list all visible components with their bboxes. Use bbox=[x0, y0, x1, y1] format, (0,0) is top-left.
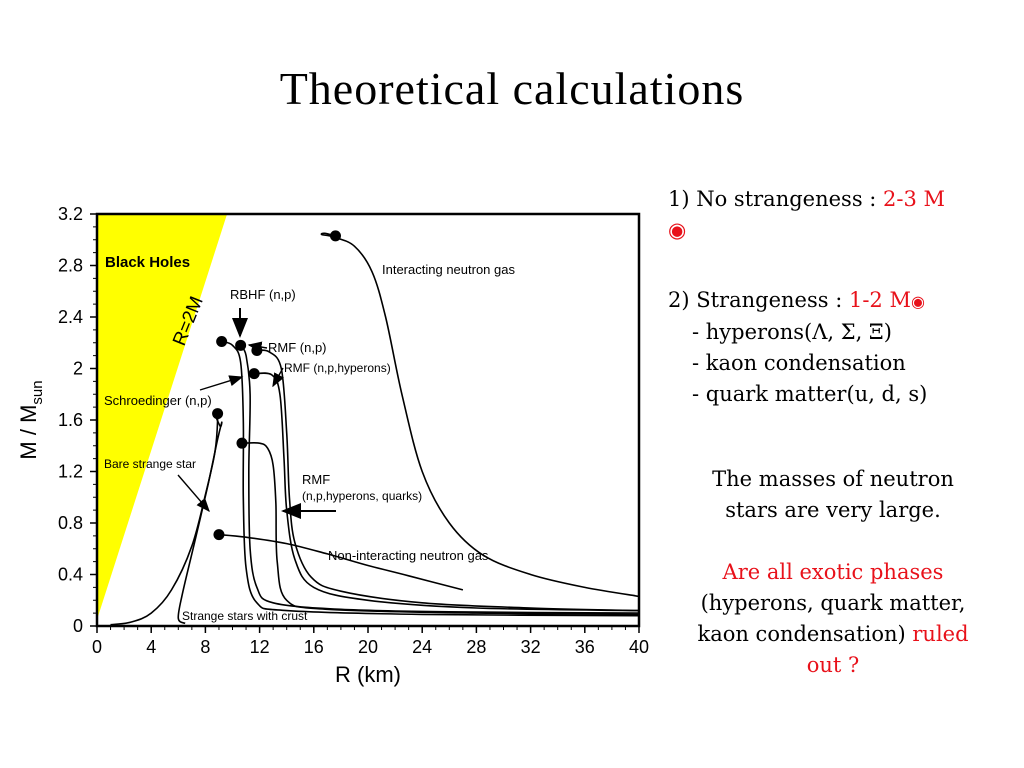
black-hole-region bbox=[97, 214, 228, 620]
data-point bbox=[212, 408, 224, 420]
y-tick-label: 1.2 bbox=[58, 462, 83, 482]
black-hole-region-layer bbox=[97, 214, 228, 620]
conclusion-statement: The masses of neutron stars are very lar… bbox=[712, 467, 954, 522]
x-tick-label: 40 bbox=[629, 637, 649, 657]
data-point bbox=[236, 437, 248, 449]
slide-title: Theoretical calculations bbox=[279, 63, 745, 114]
x-axis-label: R (km) bbox=[335, 662, 401, 687]
y-axis-label: M / Msun bbox=[16, 380, 46, 459]
x-tick-label: 8 bbox=[200, 637, 210, 657]
data-point bbox=[216, 335, 228, 347]
conclusion-block: The masses of neutron stars are very lar… bbox=[688, 464, 978, 681]
mass-radius-chart: 0 4 8 12 16 20 24 28 32 36 40 0 0.4 0.8 1.2 1.6 2 2.4 2.8 3… bbox=[16, 204, 649, 687]
x-tick-label: 36 bbox=[575, 637, 595, 657]
bare-strange-label: Bare strange star bbox=[104, 457, 196, 471]
schroedinger-label: Schroedinger (n,p) bbox=[104, 393, 212, 408]
p2-prefix: 2) Strangeness : bbox=[668, 288, 849, 312]
series-line-7 bbox=[110, 414, 219, 626]
arrow-rmf-hyp bbox=[272, 367, 285, 388]
question-red: Are all exotic phases bbox=[722, 560, 944, 584]
black-holes-label: Black Holes bbox=[105, 254, 190, 271]
series-line-3 bbox=[256, 349, 640, 612]
rmf-np-label: RMF (n,p) bbox=[268, 340, 327, 355]
x-tick-label: 20 bbox=[358, 637, 378, 657]
x-tick-label: 16 bbox=[304, 637, 324, 657]
markers-layer bbox=[212, 230, 341, 541]
data-point bbox=[213, 529, 225, 541]
p1-value: 2-3 M bbox=[883, 187, 946, 211]
data-point bbox=[329, 230, 341, 242]
y-tick-label: 2.4 bbox=[58, 307, 83, 327]
series-line-1 bbox=[218, 533, 464, 591]
x-tick-label: 0 bbox=[92, 637, 102, 657]
y-tick-label: 0.8 bbox=[58, 513, 83, 533]
sun-symbol-icon: ◉ bbox=[910, 292, 925, 311]
series-line-2 bbox=[239, 344, 640, 614]
p2-value: 1-2 M bbox=[848, 288, 911, 312]
axes-layer: 0 4 8 12 16 20 24 28 32 36 40 0 0.4 0.8 1.2 1.6 2 2.4 2.8 3… bbox=[16, 204, 649, 687]
y-tick-label: 3.2 bbox=[58, 204, 83, 224]
x-tick-label: 12 bbox=[250, 637, 270, 657]
annotations-layer: Black Holes R=2M Interacting neutron gas… bbox=[104, 254, 515, 623]
point-no-strangeness: 1) No strangeness : 2-3 M ◉ bbox=[668, 184, 1008, 246]
interacting-label: Interacting neutron gas bbox=[382, 262, 515, 277]
p1-prefix: 1) No strangeness : bbox=[668, 187, 884, 211]
data-point bbox=[235, 339, 247, 351]
x-tick-label: 24 bbox=[412, 637, 432, 657]
y-tick-label: 2 bbox=[73, 359, 83, 379]
point-strangeness: 2) Strangeness : 1-2 M◉ - hyperons(Λ, Σ,… bbox=[668, 285, 1008, 410]
y-tick-label: 0.4 bbox=[58, 565, 83, 585]
x-tick-label: 32 bbox=[521, 637, 541, 657]
x-tick-label: 28 bbox=[466, 637, 486, 657]
data-point bbox=[248, 368, 260, 380]
question-red-end: ruled out ? bbox=[806, 622, 969, 677]
arrow-rmf-np bbox=[247, 341, 268, 353]
list-item: - kaon condensation bbox=[692, 351, 906, 375]
sun-symbol-icon: ◉ bbox=[668, 218, 687, 242]
rmf-hyp-label: RMF (n,p,hyperons) bbox=[284, 361, 391, 375]
series-line-6 bbox=[241, 442, 640, 616]
arrow-schroedinger bbox=[199, 375, 244, 391]
noninteracting-label: Non-interacting neutron gas bbox=[328, 548, 489, 563]
rmf-quarks-label-2: (n,p,hyperons, quarks) bbox=[302, 489, 422, 503]
list-item: - hyperons(Λ, Σ, Ξ) bbox=[692, 320, 892, 344]
list-item: - quark matter(u, d, s) bbox=[692, 382, 928, 406]
arrow-bare bbox=[177, 474, 210, 513]
y-tick-label: 1.6 bbox=[58, 410, 83, 430]
rbhf-label: RBHF (n,p) bbox=[230, 287, 296, 302]
x-tick-label: 4 bbox=[146, 637, 156, 657]
series-line-0 bbox=[320, 232, 640, 598]
conclusion-question: Are all exotic phases (hyperons, quark m… bbox=[688, 557, 978, 681]
series-line-5 bbox=[221, 340, 640, 617]
y-tick-label: 0 bbox=[73, 616, 83, 636]
crust-label: Strange stars with crust bbox=[182, 609, 308, 623]
y-tick-label: 2.8 bbox=[58, 256, 83, 276]
series-line-8 bbox=[177, 413, 223, 625]
question-mid: (hyperons, quark matter, kaon condensati… bbox=[697, 591, 966, 646]
rmf-quarks-label-1: RMF bbox=[302, 472, 330, 487]
